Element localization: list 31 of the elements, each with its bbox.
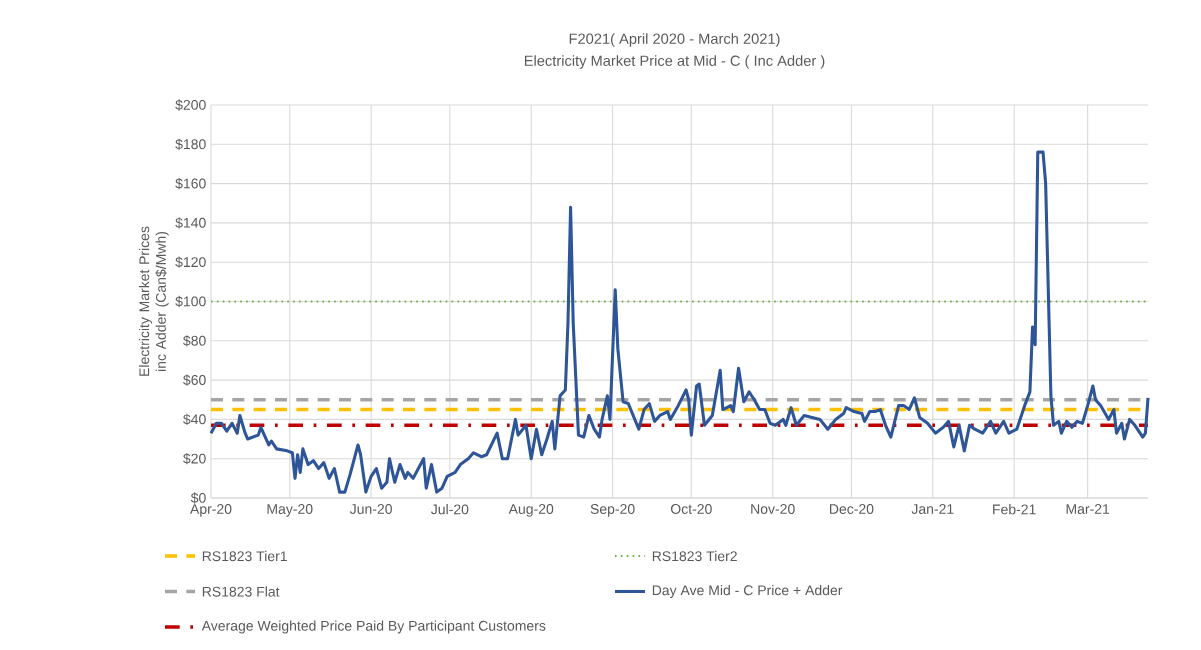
legend-label: Average Weighted Price Paid By Participant Customers: [201, 620, 546, 634]
legend-label: RS1823 Flat: [202, 586, 280, 597]
chart-subtitle: Electricity Market Price at Mid - C ( Inc Adder ): [524, 55, 825, 69]
y-tick-label: $80: [183, 335, 206, 347]
legend-label: RS1823 Tier2: [652, 550, 737, 562]
legend-label: RS1823 Tier1: [202, 550, 287, 562]
y-tick-label: $200: [175, 99, 206, 111]
x-tick-label: Aug-20: [508, 504, 554, 517]
chart-title: F2021( April 2020 - March 2021): [569, 33, 780, 47]
y-tick-label: $20: [183, 453, 206, 465]
x-tick-label: Oct-20: [670, 504, 712, 514]
x-tick-label: Nov-20: [751, 504, 795, 514]
x-tick-label: Sep-20: [590, 504, 635, 517]
x-tick-label: Dec-20: [830, 504, 874, 514]
y-tick-label: $180: [175, 138, 206, 150]
x-tick-label: Jun-20: [349, 504, 392, 514]
y-axis-title: Electricity Market Prices inc Adder (Can$/Mwh): [138, 226, 169, 376]
x-tick-label: Jul-20: [431, 504, 469, 515]
y-tick-label: $140: [175, 217, 206, 229]
legend-label: Day Ave Mid - C Price + Adder: [652, 584, 843, 599]
x-tick-label: Feb-21: [993, 504, 1036, 515]
x-tick-label: Apr-20: [190, 504, 232, 517]
x-tick-label: Jan-21: [911, 504, 954, 514]
y-tick-label: $0: [190, 492, 206, 504]
y-tick-label: $40: [183, 413, 206, 426]
y-tick-label: $60: [183, 374, 206, 386]
y-tick-label: $160: [175, 177, 206, 190]
x-tick-label: May-20: [267, 504, 313, 517]
x-tick-label: Mar-21: [1066, 504, 1110, 514]
y-tick-label: $120: [175, 256, 206, 268]
y-tick-label: $100: [175, 295, 206, 308]
